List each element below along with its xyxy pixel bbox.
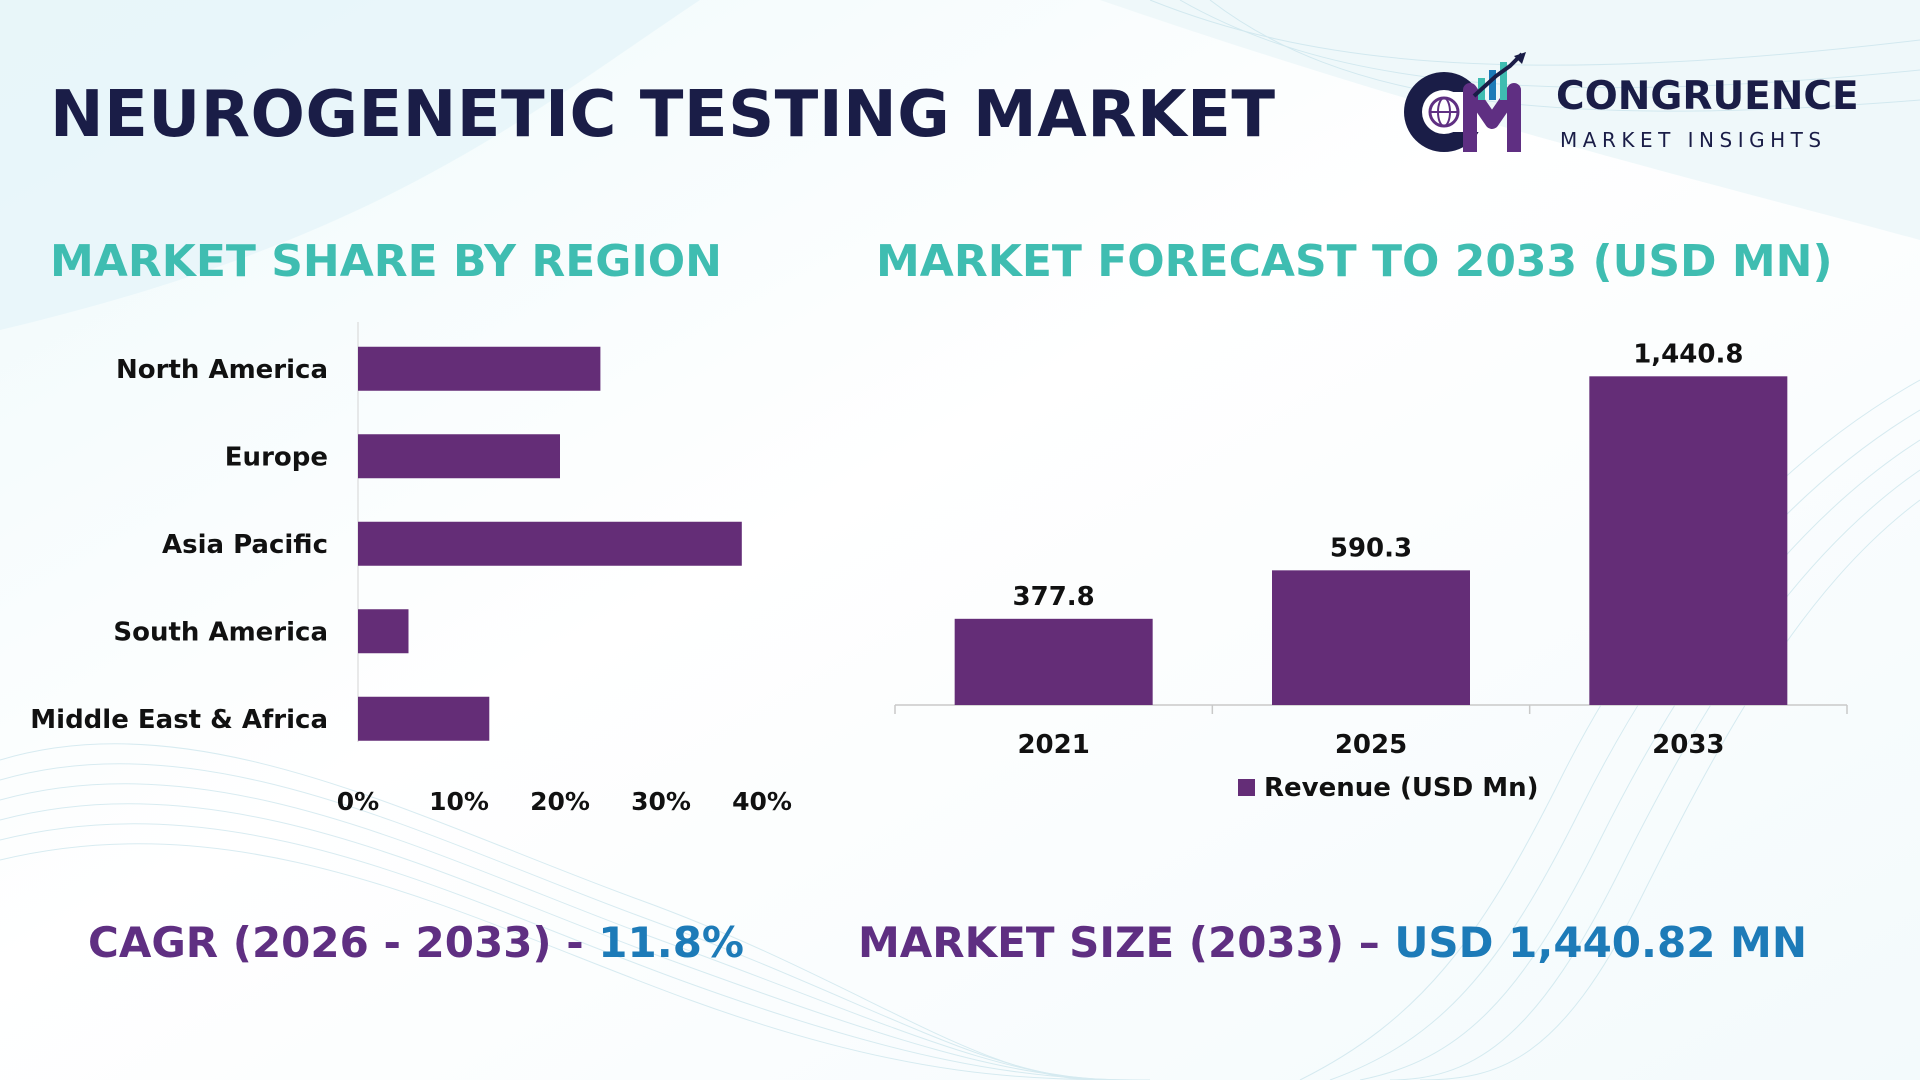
page-title: NEUROGENETIC TESTING MARKET (50, 78, 1276, 152)
forecast-category-label: 2033 (1652, 730, 1724, 760)
cagr-kpi: CAGR (2026 - 2033) - 11.8% (88, 918, 744, 967)
share-x-tick-label: 0% (337, 787, 379, 816)
share-category-label: South America (113, 617, 328, 647)
legend-swatch (1238, 779, 1255, 796)
forecast-category-label: 2025 (1335, 730, 1407, 760)
logo-name: CONGRUENCE (1556, 74, 1859, 119)
market-size-kpi: MARKET SIZE (2033) – USD 1,440.82 MN (858, 918, 1807, 967)
forecast-chart-title: MARKET FORECAST TO 2033 (USD MN) (876, 236, 1833, 287)
share-x-tick-label: 30% (631, 787, 691, 816)
share-category-label: Asia Pacific (162, 530, 328, 560)
share-category-label: Middle East & Africa (30, 705, 328, 735)
share-x-tick-label: 20% (530, 787, 590, 816)
company-logo: CONGRUENCE MARKET INSIGHTS (1400, 52, 1870, 162)
forecast-value-label: 1,440.8 (1633, 339, 1743, 369)
forecast-bar-chart: 377.8 2021 590.3 2025 1,440.8 2033 Revenue (US… (894, 339, 1848, 803)
share-x-tick-label: 10% (429, 787, 489, 816)
share-bar-2 (358, 521, 742, 566)
forecast-bar-2021 (954, 618, 1153, 705)
share-category-label: North America (116, 355, 328, 385)
cagr-value: 11.8% (598, 918, 745, 967)
legend-label: Revenue (USD Mn) (1264, 773, 1539, 803)
share-x-tick-label: 40% (732, 787, 792, 816)
forecast-value-label: 590.3 (1330, 533, 1412, 563)
cagr-label: CAGR (2026 - 2033) - (88, 918, 599, 967)
market-size-label: MARKET SIZE (2033) – (858, 918, 1395, 967)
forecast-category-label: 2021 (1017, 730, 1089, 760)
share-bar-1 (358, 434, 560, 479)
forecast-bar-2025 (1272, 570, 1470, 705)
forecast-value-label: 377.8 (1013, 582, 1095, 612)
forecast-bar-2033 (1589, 376, 1788, 705)
region-share-bar-chart: North America Europe Asia Pacific South Ame… (30, 322, 792, 816)
logo-subtitle: MARKET INSIGHTS (1560, 128, 1827, 152)
share-bar-4 (358, 696, 490, 741)
cm-logo-mark-icon (1404, 52, 1526, 152)
share-bar-3 (358, 609, 409, 654)
share-category-label: Europe (225, 442, 328, 472)
market-size-value: USD 1,440.82 MN (1394, 918, 1807, 967)
share-chart-title: MARKET SHARE BY REGION (50, 236, 722, 287)
share-bar-0 (358, 346, 601, 391)
